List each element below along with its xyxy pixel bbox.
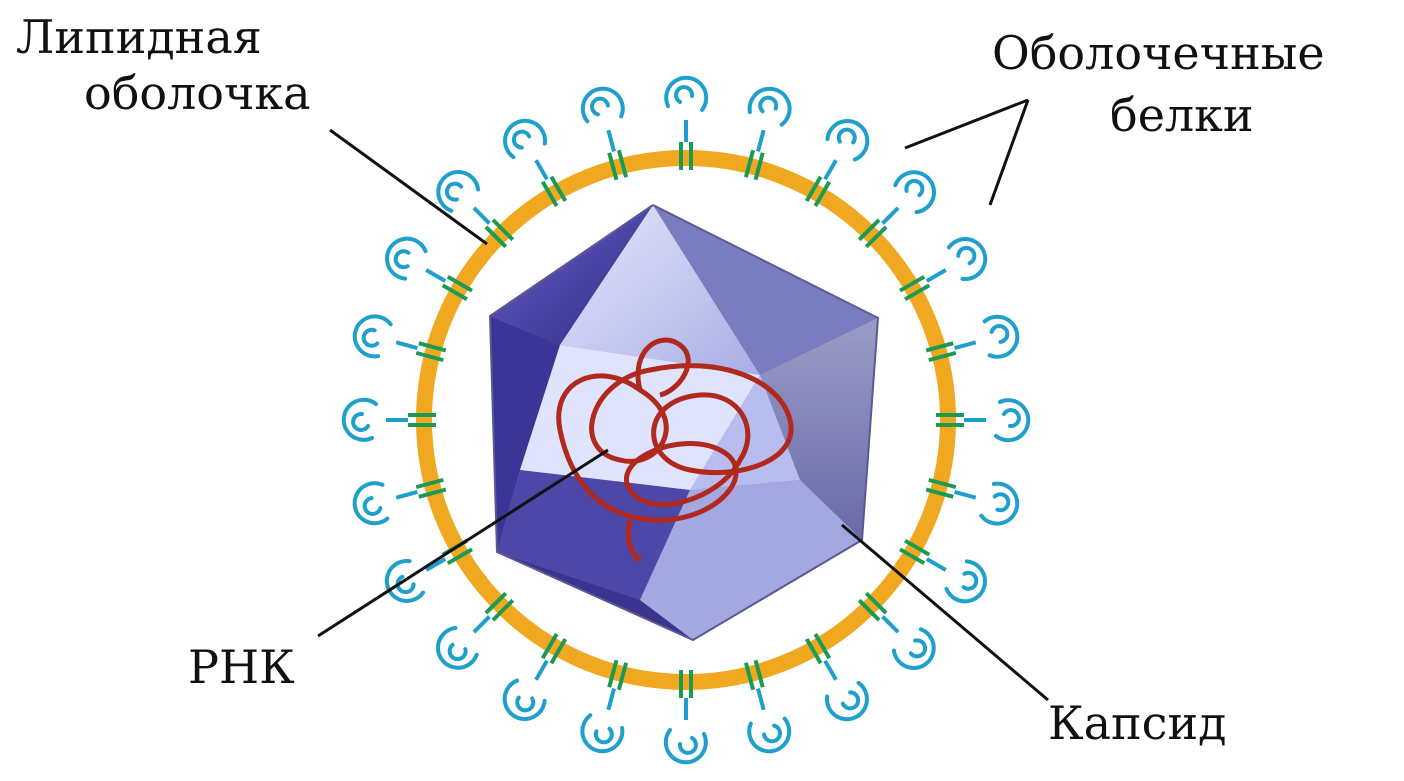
envelope-protein-icon <box>804 633 869 722</box>
envelope-proteins <box>341 75 1031 765</box>
capsid <box>488 204 880 642</box>
envelope-protein-icon <box>936 398 1031 443</box>
envelope-protein-icon <box>743 86 792 181</box>
envelope-protein-icon <box>502 633 568 721</box>
envelope-protein-icon <box>664 75 709 170</box>
label-envelope-proteins-line2: белки <box>1110 88 1254 142</box>
envelope-protein-icon <box>435 591 515 670</box>
leader-proteins-1 <box>904 98 1029 150</box>
lipid-envelope <box>416 150 956 690</box>
envelope-protein-icon <box>580 86 629 181</box>
envelope-protein-icon <box>580 659 629 754</box>
envelope-protein-icon <box>663 670 708 765</box>
envelope-protein-icon <box>857 591 936 671</box>
leader-lines <box>317 98 1049 702</box>
rna-strand <box>556 337 794 563</box>
envelope-protein-icon <box>743 659 792 754</box>
label-lipid-line2: оболочка <box>84 66 311 120</box>
envelope-protein-icon <box>385 236 473 302</box>
leader-rna <box>317 448 609 638</box>
envelope-protein-icon <box>899 237 988 302</box>
envelope-protein-icon <box>352 477 447 526</box>
envelope-protein-icon <box>925 477 1020 526</box>
envelope-protein-icon <box>436 169 515 249</box>
envelope-protein-icon <box>341 397 436 442</box>
envelope-protein-icon <box>503 118 568 207</box>
label-rna: РНК <box>188 640 295 694</box>
leader-capsid <box>841 523 1049 702</box>
label-capsid: Капсид <box>1048 696 1227 750</box>
leader-proteins-2 <box>988 99 1030 206</box>
envelope-protein-icon <box>804 119 870 207</box>
label-lipid-line1: Липидная <box>16 10 262 64</box>
envelope-protein-icon <box>899 538 987 604</box>
envelope-protein-icon <box>857 170 937 249</box>
envelope-protein-icon <box>352 314 447 363</box>
envelope-protein-icon <box>925 314 1020 363</box>
label-envelope-proteins-line1: Оболочечные <box>992 26 1325 80</box>
leader-lipid <box>329 128 488 246</box>
